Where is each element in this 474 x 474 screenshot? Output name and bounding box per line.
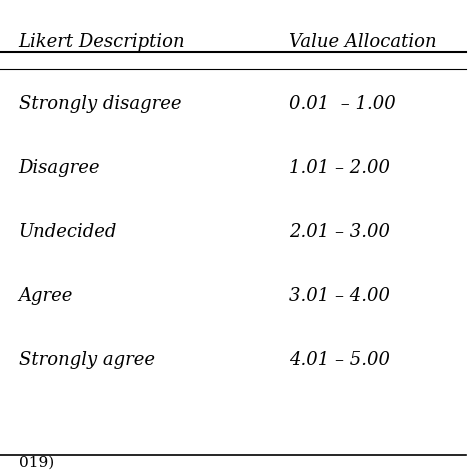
Text: 3.01 – 4.00: 3.01 – 4.00	[289, 287, 390, 305]
Text: 0.01  – 1.00: 0.01 – 1.00	[289, 95, 396, 113]
Text: Strongly disagree: Strongly disagree	[18, 95, 181, 113]
Text: Agree: Agree	[18, 287, 73, 305]
Text: Strongly agree: Strongly agree	[18, 351, 155, 369]
Text: Undecided: Undecided	[18, 223, 117, 241]
Text: 1.01 – 2.00: 1.01 – 2.00	[289, 159, 390, 177]
Text: 4.01 – 5.00: 4.01 – 5.00	[289, 351, 390, 369]
Text: Disagree: Disagree	[18, 159, 100, 177]
Text: Value Allocation: Value Allocation	[289, 33, 437, 51]
Text: 019): 019)	[18, 455, 54, 469]
Text: Likert Description: Likert Description	[18, 33, 185, 51]
Text: 2.01 – 3.00: 2.01 – 3.00	[289, 223, 390, 241]
